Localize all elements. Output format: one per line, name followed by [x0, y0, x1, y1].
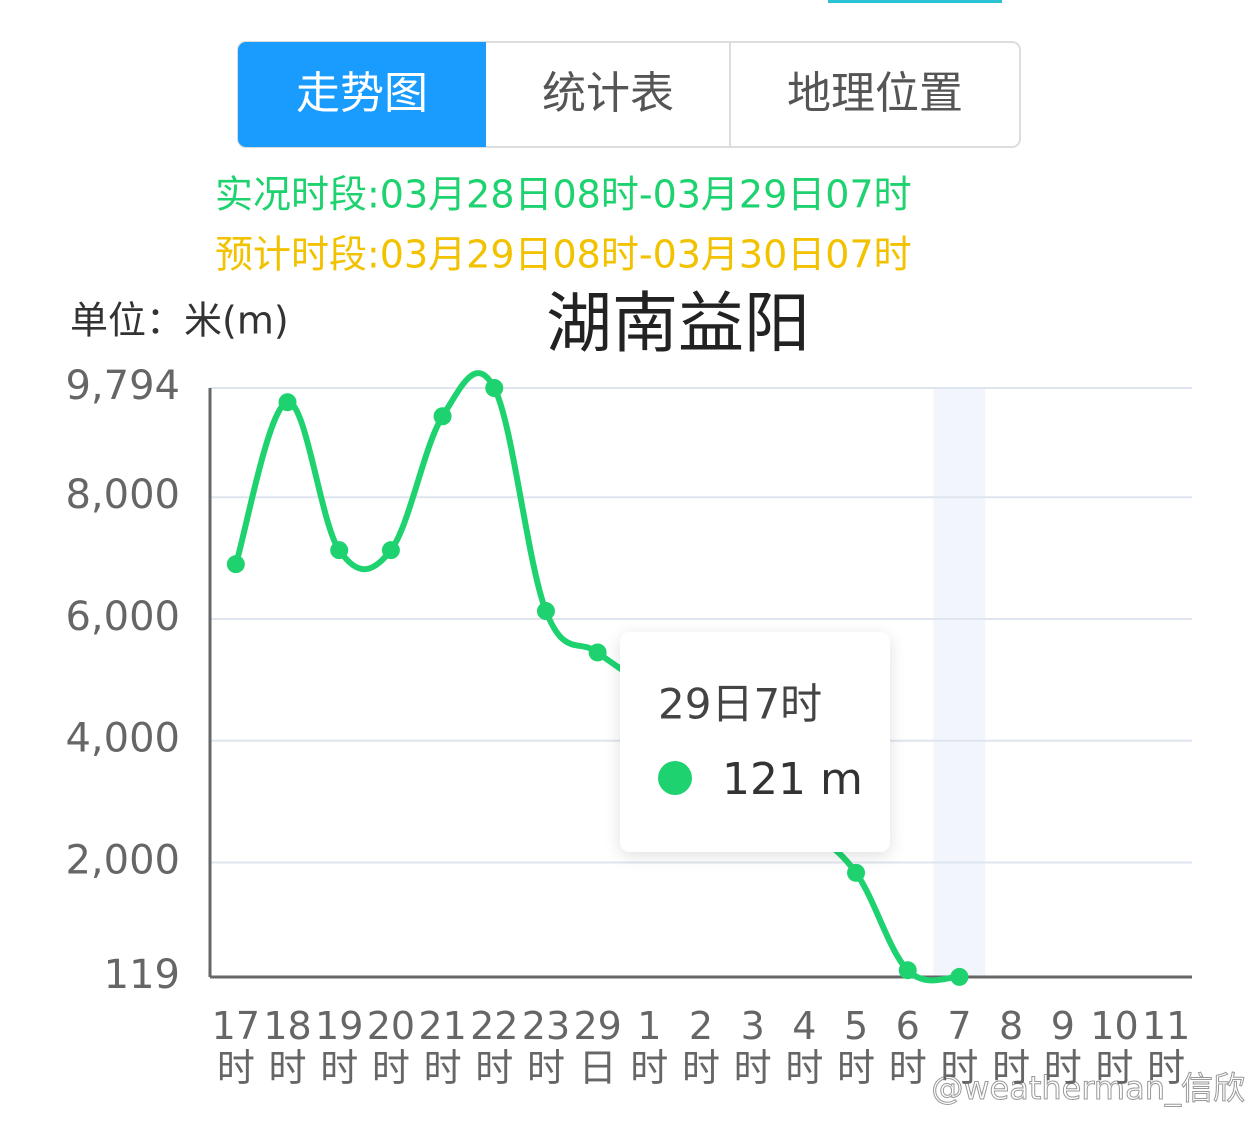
data-point	[898, 961, 917, 980]
data-point	[330, 541, 349, 560]
chart-title: 湖南益阳	[546, 285, 810, 362]
x-tick-label: 22 时	[470, 1004, 518, 1090]
tooltip-title: 29日7时	[658, 680, 822, 729]
legend-text: 预计时段:03月29日08时-03月30日07时	[215, 233, 912, 277]
plot: 实况时段:03月28日08时-03月29日07时预计时段:03月29日08时-0…	[65, 173, 1192, 1090]
y-tick-label: 8,000	[65, 472, 180, 518]
x-tick-label: 21 时	[418, 1004, 466, 1090]
x-tick-label: 18 时	[263, 1004, 311, 1090]
tooltip-value: 121 m	[722, 754, 863, 805]
x-tick-label: 10 时	[1090, 1004, 1138, 1090]
x-tick-label: 29 日	[573, 1004, 621, 1090]
y-tick-label: 9,794	[65, 363, 180, 409]
y-tick-label: 6,000	[65, 594, 180, 640]
y-tick-label: 119	[104, 952, 180, 998]
tab-active[interactable]	[238, 42, 486, 147]
data-point	[950, 967, 969, 986]
x-tick-label: 17 时	[212, 1004, 260, 1090]
tab[interactable]: 走势图	[296, 68, 428, 119]
data-point	[536, 602, 555, 621]
tab[interactable]: 统计表	[542, 68, 674, 119]
data-point	[226, 555, 245, 574]
x-tick-label: 19 时	[315, 1004, 363, 1090]
data-point	[278, 393, 297, 412]
tooltip-dot	[658, 761, 692, 795]
unit-label: 单位：米(m)	[70, 299, 289, 343]
tab[interactable]: 地理位置	[787, 68, 963, 119]
y-tick-label: 4,000	[65, 716, 180, 762]
tooltip-box	[620, 632, 890, 852]
legend-text: 实况时段:03月28日08时-03月29日07时	[215, 173, 912, 217]
data-point	[485, 379, 504, 397]
highlight-band	[933, 388, 986, 977]
x-tick-label: 23 时	[522, 1004, 570, 1090]
data-point	[588, 643, 607, 662]
top-bar	[828, 0, 1002, 3]
data-point	[433, 407, 452, 426]
data-point	[381, 541, 400, 560]
tooltip: 29日7时 121 m	[620, 632, 890, 852]
x-tick-label: 20 时	[367, 1004, 415, 1090]
x-tick-label: 11 时	[1142, 1004, 1190, 1090]
y-tick-label: 2,000	[65, 837, 180, 883]
data-point	[847, 863, 866, 882]
watermark: @weatherman_信欣	[931, 1069, 1245, 1107]
